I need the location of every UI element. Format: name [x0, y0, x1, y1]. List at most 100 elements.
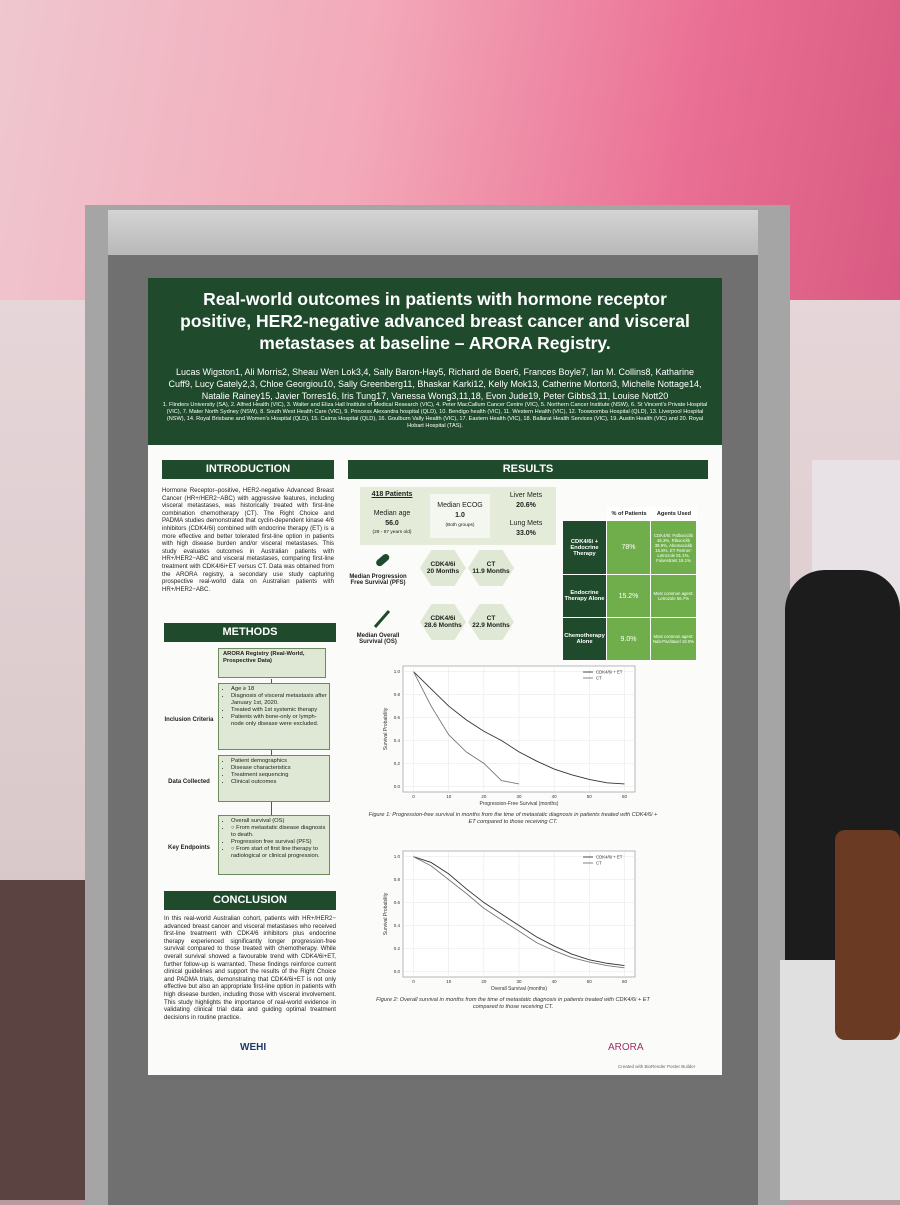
legend-label: CDK4/6i + ET: [596, 855, 623, 860]
legend-label: CT: [596, 861, 602, 866]
title: Real-world outcomes in patients with hor…: [180, 289, 690, 353]
step-item: Age ≥ 18: [231, 686, 329, 693]
survival-line: [413, 671, 625, 785]
legend-label: CT: [596, 676, 602, 681]
bag: [835, 830, 900, 1040]
y-tick-label: 0.8: [394, 877, 401, 882]
age-label: Median age: [373, 510, 411, 517]
x-tick-label: 40: [552, 794, 558, 799]
x-tick-label: 30: [516, 794, 522, 799]
table-cell: Endocrine Therapy Alone: [563, 575, 606, 617]
hex-name: CT: [486, 615, 496, 622]
step-item: Patient demographics: [231, 758, 329, 765]
step-item: Progression free survival (PFS): [231, 839, 329, 846]
age-value: 56.0: [385, 520, 399, 527]
x-axis-label: Progression-Free Survival (months): [480, 801, 559, 807]
figure-caption: Figure 1: Progression-free survival in m…: [368, 812, 658, 825]
y-axis-label: Survival Probability: [383, 707, 389, 750]
affiliations: 1. Flinders University (SA), 2. Alfred H…: [162, 402, 708, 429]
table-cell: Most common agent: Letrozole 56.7%: [651, 575, 696, 617]
step-label: Data Collected: [168, 778, 210, 785]
table-cell: Most common agent: Nab-Paclitaxel 18.0%: [651, 618, 696, 660]
step-box: Patient demographicsDisease characterist…: [218, 755, 330, 802]
survival-line: [413, 856, 625, 969]
step-item: Treated with 1st systemic therapy: [231, 707, 329, 714]
lung-value: 33.0%: [516, 530, 536, 537]
y-tick-label: 1.0: [394, 854, 401, 859]
step-label: Inclusion Criteria: [164, 716, 214, 723]
table-cell: 78%: [607, 521, 650, 574]
logo: ARORA: [608, 1042, 644, 1053]
hex-value: 11.9 Months: [472, 568, 510, 575]
y-tick-label: 0.6: [394, 715, 401, 720]
step-list: Patient demographicsDisease characterist…: [223, 758, 329, 786]
y-tick-label: 0.8: [394, 692, 401, 697]
registry-box: ARORA Registry (Real-World, Prospective …: [218, 648, 326, 678]
hex-value: 28.6 Months: [424, 622, 462, 629]
y-axis-label: Survival Probability: [383, 892, 389, 935]
figure-caption: Figure 2: Overall survival in months fro…: [376, 997, 650, 1010]
section-heading: METHODS: [164, 623, 336, 642]
pfs-label: Median Progression Free Survival (PFS): [349, 574, 407, 586]
survival-line: [413, 671, 520, 785]
step-item: Patients with bone-only or lymph-node on…: [231, 714, 329, 728]
section-heading: CONCLUSION: [164, 891, 336, 910]
km-chart: 0.0 0.2 0.4 0.6 0.8 1.0 0 10 20 30 40 50 60 Progressi…: [383, 665, 636, 807]
hexagon: CT 22.9 Months: [468, 604, 514, 640]
logo: WEHI: [240, 1042, 267, 1053]
hex-value: 20 Months: [426, 568, 460, 575]
x-tick-label: 10: [446, 979, 452, 984]
x-tick-label: 0: [412, 979, 415, 984]
step-item: Clinical outcomes: [231, 779, 329, 786]
step-box: Overall survival (OS)○ From metastatic d…: [218, 815, 330, 875]
x-tick-label: 60: [622, 979, 628, 984]
liver-label: Liver Mets: [509, 492, 543, 499]
x-tick-label: 60: [622, 794, 628, 799]
km-chart: 0.0 0.2 0.4 0.6 0.8 1.0 0 10 20 30 40 50 60 Overall S…: [383, 850, 636, 992]
table-header: % of Patients: [607, 507, 651, 521]
y-tick-label: 0.0: [394, 784, 401, 789]
step-label: Key Endpoints: [167, 845, 210, 851]
pill-icon: [376, 553, 390, 567]
table-cell: CDK4/6i + Endocrine Therapy: [563, 521, 606, 574]
hex-name: CDK4/6i: [430, 561, 456, 568]
poster-board-top: [108, 210, 758, 255]
ecog-note: (Both groups): [445, 523, 475, 528]
step-list: Age ≥ 18Diagnosis of visceral metastasis…: [223, 686, 329, 728]
table-cell: CDK4/6i: Palbociclib 45.3%, Ribociclib 3…: [651, 521, 696, 574]
intro-text: Hormone Receptor–positive, HER2-negative…: [162, 487, 334, 593]
hex-name: CT: [486, 561, 496, 568]
patients: 418 Patients: [371, 491, 413, 498]
table-cell: Chemotherapy Alone: [563, 618, 606, 660]
survival-line: [413, 856, 625, 966]
lung-label: Lung Mets: [509, 520, 543, 527]
x-tick-label: 10: [446, 794, 452, 799]
y-tick-label: 0.0: [394, 969, 401, 974]
x-tick-label: 50: [587, 794, 593, 799]
section-heading: RESULTS: [348, 460, 708, 479]
os-label: Median Overall Survival (OS): [356, 633, 400, 645]
table-cell: 15.2%: [607, 575, 650, 617]
x-tick-label: 20: [481, 979, 487, 984]
authors: Lucas Wigston1, Ali Morris2, Sheau Wen L…: [168, 367, 702, 401]
y-tick-label: 0.4: [394, 738, 401, 743]
hexagon: CDK4/6i 28.6 Months: [420, 604, 466, 640]
step-item: ○ From metastatic disease diagnosis to d…: [231, 825, 329, 839]
x-tick-label: 0: [412, 794, 415, 799]
conclusion-text: In this real-world Australian cohort, pa…: [164, 915, 336, 1021]
y-tick-label: 0.2: [394, 946, 401, 951]
ecog-value: 1.0: [455, 512, 465, 519]
step-item: ○ From start of first line therapy to ra…: [231, 846, 329, 860]
table-header: Agents Used: [651, 507, 697, 521]
x-tick-label: 50: [587, 979, 593, 984]
step-box: Age ≥ 18Diagnosis of visceral metastasis…: [218, 683, 330, 750]
hexagon: CT 11.9 Months: [468, 550, 514, 586]
section-heading: INTRODUCTION: [162, 460, 334, 479]
poster: Real-world outcomes in patients with hor…: [148, 278, 722, 1075]
x-tick-label: 40: [552, 979, 558, 984]
step-list: Overall survival (OS)○ From metastatic d…: [223, 818, 329, 860]
liver-value: 20.6%: [516, 502, 536, 509]
hex-value: 22.9 Months: [472, 622, 510, 629]
y-tick-label: 0.2: [394, 761, 401, 766]
